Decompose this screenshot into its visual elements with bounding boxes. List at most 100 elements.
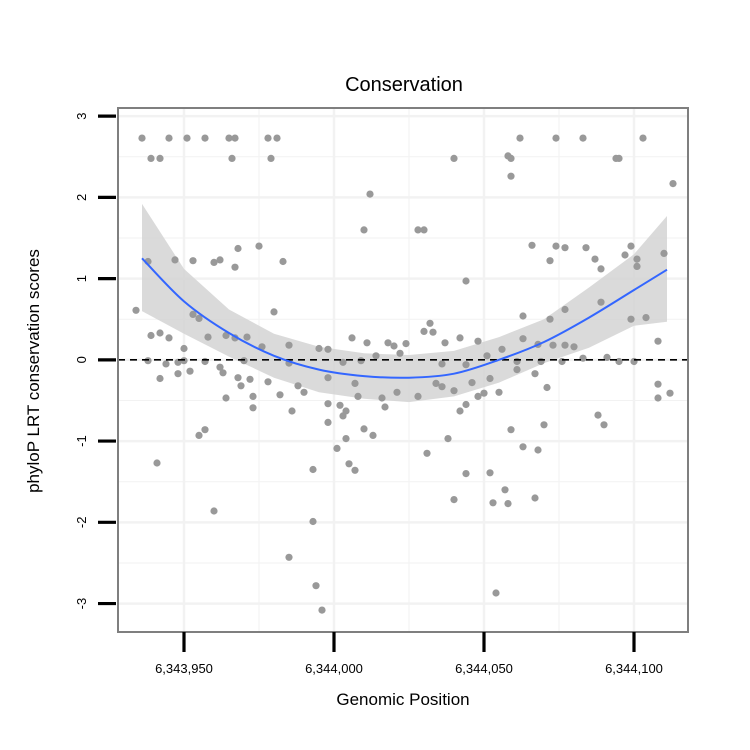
data-point — [222, 331, 230, 340]
data-point — [273, 134, 281, 142]
data-point — [363, 339, 371, 347]
y-tick-label: 3 — [74, 112, 89, 119]
x-tick-label: 6,343,950 — [155, 661, 213, 676]
data-point — [156, 154, 164, 162]
data-point — [333, 444, 341, 452]
data-point — [174, 370, 182, 378]
data-point — [549, 341, 557, 349]
data-point — [507, 172, 515, 180]
data-point — [162, 360, 170, 368]
data-point — [396, 349, 404, 357]
panel-border — [117, 107, 689, 633]
data-point — [171, 256, 179, 264]
data-point — [324, 374, 332, 382]
data-point — [615, 154, 623, 162]
data-point — [195, 431, 203, 439]
data-point — [462, 400, 470, 409]
data-point — [486, 374, 494, 383]
data-point — [444, 435, 452, 443]
data-point — [210, 507, 218, 515]
data-point — [219, 369, 227, 377]
x-tick-label: 6,344,100 — [605, 661, 663, 676]
data-point — [546, 315, 554, 323]
data-point — [492, 589, 500, 597]
data-point — [513, 357, 521, 366]
data-point — [249, 392, 257, 400]
data-point — [339, 358, 347, 366]
data-point — [483, 352, 491, 360]
data-point — [210, 258, 218, 266]
data-point — [318, 606, 326, 614]
data-point — [462, 361, 470, 369]
data-point — [519, 443, 527, 451]
data-point — [348, 334, 356, 342]
x-tick-label: 6,344,050 — [455, 661, 513, 676]
data-point — [630, 357, 638, 366]
data-point — [285, 341, 293, 349]
data-point — [264, 134, 272, 142]
data-point — [603, 353, 611, 361]
data-point — [561, 341, 569, 349]
data-point — [255, 242, 263, 250]
data-point — [543, 383, 551, 392]
data-point — [552, 134, 560, 142]
chart-title: Conservation — [345, 74, 463, 96]
data-point — [456, 407, 464, 415]
data-point — [246, 375, 254, 383]
data-point — [594, 411, 602, 419]
data-point — [204, 333, 212, 341]
data-point — [486, 469, 494, 477]
data-point — [351, 379, 359, 387]
data-point — [201, 134, 209, 142]
data-point — [345, 460, 353, 468]
data-point — [279, 257, 287, 266]
data-point — [402, 340, 410, 348]
data-point — [342, 435, 350, 443]
y-tick-label: 2 — [74, 194, 89, 201]
data-point — [234, 374, 242, 382]
data-point — [144, 357, 152, 365]
y-tick-label: -2 — [74, 517, 89, 529]
data-point — [354, 392, 362, 400]
data-point — [669, 180, 677, 188]
data-point — [621, 251, 629, 259]
data-point — [309, 517, 317, 526]
data-point — [360, 226, 368, 234]
data-point — [324, 345, 332, 353]
x-tick-label: 6,344,000 — [305, 661, 363, 676]
data-point — [432, 379, 440, 387]
data-point — [156, 329, 164, 337]
data-point — [534, 446, 542, 454]
data-point — [420, 226, 428, 234]
data-point — [234, 244, 242, 253]
data-point — [627, 242, 635, 250]
data-point — [390, 342, 398, 350]
data-point — [531, 370, 539, 378]
data-point — [222, 394, 230, 402]
data-point — [216, 256, 224, 264]
data-point — [441, 339, 449, 347]
data-point — [165, 134, 173, 142]
data-point — [216, 363, 224, 371]
data-point — [240, 357, 248, 365]
data-point — [288, 407, 296, 415]
data-point — [381, 403, 389, 411]
data-point — [591, 255, 599, 263]
data-point — [489, 499, 497, 507]
data-point — [414, 226, 422, 234]
data-point — [627, 315, 635, 323]
data-point — [369, 431, 377, 439]
data-point — [360, 425, 368, 433]
data-point — [504, 152, 512, 160]
data-point — [132, 306, 140, 314]
data-point — [267, 154, 275, 162]
data-point — [180, 357, 188, 365]
data-point — [480, 389, 488, 397]
data-point — [384, 339, 392, 347]
data-point — [642, 314, 650, 322]
data-point — [351, 466, 359, 474]
data-point — [468, 379, 476, 387]
data-point — [456, 334, 464, 342]
data-point — [180, 344, 188, 353]
data-point — [561, 244, 569, 252]
